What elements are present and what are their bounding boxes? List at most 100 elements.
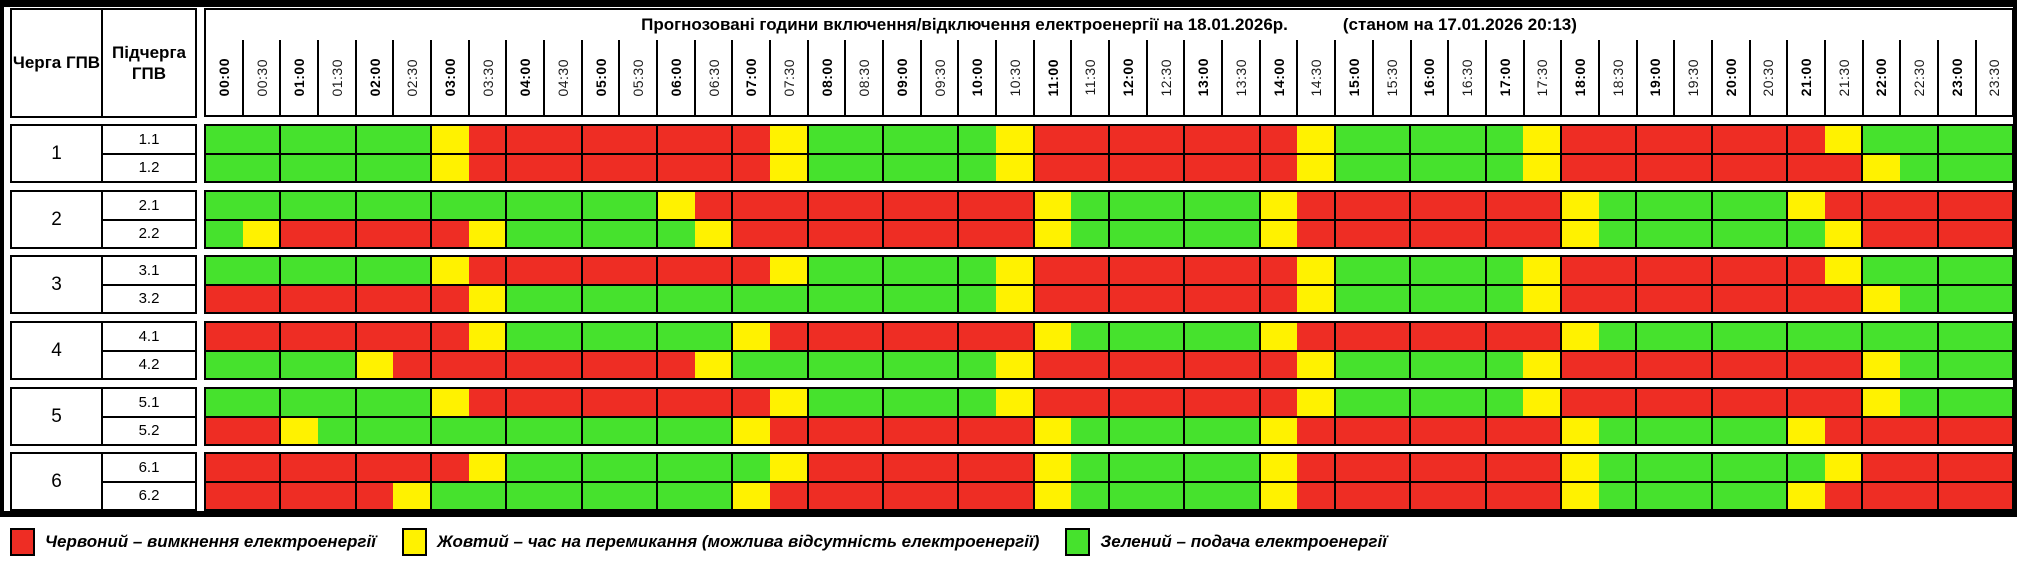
time-label: 17:30: [1534, 58, 1551, 97]
hour-cell: [1785, 285, 1862, 312]
schedule-cell: [694, 154, 732, 181]
schedule-cell: [1335, 351, 1373, 378]
hour-cell: [1107, 482, 1184, 509]
schedule-cell: [1523, 323, 1560, 350]
hour-cell: [1258, 285, 1334, 312]
hour-cell: [957, 192, 1033, 219]
hour-cell: [1409, 126, 1485, 153]
schedule-cell: [1260, 482, 1298, 509]
schedule-cell: [507, 389, 544, 416]
hour-cell: [1484, 257, 1560, 284]
hour-cell: [1710, 285, 1786, 312]
schedule-cell: [242, 482, 280, 509]
time-cell: 22:30: [1899, 40, 1937, 115]
hour-cell: [1183, 323, 1259, 350]
schedule-cell: [1938, 126, 1976, 153]
hour-cell: [1635, 417, 1711, 444]
hour-cell: [505, 323, 581, 350]
schedule-cell: [1637, 285, 1674, 312]
schedule-cell: [468, 192, 506, 219]
legend-label: Червоний – вимкнення електроенергії: [45, 532, 376, 551]
hour-cell: [279, 323, 355, 350]
schedule-cell: [393, 454, 430, 481]
schedule-cell: [1712, 257, 1750, 284]
schedule-cell: [1411, 285, 1448, 312]
hour-cell: [731, 126, 807, 153]
schedule-cell: [1561, 285, 1599, 312]
subqueue-labels: 6.1 6.2: [101, 452, 197, 511]
schedule-cell: [281, 323, 318, 350]
time-label: 20:00: [1722, 58, 1739, 97]
time-label: 05:00: [592, 58, 609, 97]
schedule-cell: [393, 126, 430, 153]
time-cell: 13:30: [1221, 40, 1259, 115]
schedule-cell: [1146, 154, 1184, 181]
schedule-cell: [1598, 285, 1636, 312]
schedule-cell: [995, 285, 1033, 312]
schedule-cell: [507, 192, 544, 219]
hour-cell: [1559, 220, 1636, 247]
hour-cell: [429, 192, 506, 219]
hour-cell: [1107, 192, 1184, 219]
table-outer-frame: [0, 0, 2017, 517]
schedule-cell: [582, 220, 620, 247]
schedule-cell: [733, 126, 770, 153]
status-timestamp: (станом на 17.01.2026 20:13): [1342, 15, 1577, 34]
schedule-cell: [1447, 154, 1485, 181]
schedule-cell: [1486, 389, 1524, 416]
schedule-cell: [1372, 220, 1410, 247]
hour-cell: [1333, 482, 1410, 509]
schedule-cell: [995, 323, 1033, 350]
hour-cell: [1710, 126, 1786, 153]
hour-cell: [1409, 351, 1485, 378]
hour-cell: [1484, 154, 1560, 181]
subqueue-label: 3.2: [101, 283, 197, 314]
time-cell: 11:00: [1032, 40, 1071, 115]
schedule-cell: [694, 285, 732, 312]
hour-cell: [1635, 454, 1711, 481]
schedule-cell: [619, 126, 656, 153]
schedule-cell: [769, 323, 807, 350]
time-cell: 19:00: [1635, 40, 1674, 115]
schedule-cell: [281, 220, 318, 247]
schedule-cell: [1637, 389, 1674, 416]
hour-cell: [1333, 257, 1410, 284]
schedule-cell: [1071, 417, 1108, 444]
schedule-cell: [845, 192, 882, 219]
schedule-cell: [1071, 482, 1108, 509]
schedule-cell: [808, 389, 846, 416]
schedule-cell: [694, 482, 732, 509]
hour-cell: [731, 220, 807, 247]
schedule-cell: [431, 323, 469, 350]
time-cell: 21:00: [1786, 40, 1824, 115]
hour-cell: [279, 285, 355, 312]
schedule-cell: [1598, 192, 1636, 219]
schedule-cell: [920, 257, 958, 284]
time-cell: 01:00: [279, 40, 317, 115]
schedule-cell: [1411, 257, 1448, 284]
legend-label: Зелений – подача електроенергії: [1100, 532, 1387, 551]
schedule-cell: [1372, 257, 1410, 284]
time-cell: 07:00: [731, 40, 769, 115]
schedule-cell: [1561, 154, 1599, 181]
group-number: 4: [10, 321, 103, 380]
schedule-cell: [1749, 351, 1786, 378]
schedule-cell: [845, 126, 882, 153]
schedule-cell: [356, 126, 394, 153]
group-number: 5: [10, 387, 103, 446]
hour-cell: [1107, 257, 1184, 284]
schedule-cell: [242, 454, 280, 481]
schedule-cell: [808, 257, 846, 284]
schedule-cell: [1824, 351, 1862, 378]
time-cell: 02:00: [354, 40, 393, 115]
hour-cell: [354, 323, 430, 350]
schedule-cell: [808, 220, 846, 247]
schedule-cell: [318, 482, 355, 509]
hour-cell: [354, 126, 430, 153]
schedule-cell: [1221, 454, 1259, 481]
schedule-cell: [242, 192, 280, 219]
time-label: 23:00: [1948, 58, 1965, 97]
time-cell: 19:30: [1673, 40, 1711, 115]
schedule-cell: [543, 482, 581, 509]
schedule-cell: [431, 417, 469, 444]
